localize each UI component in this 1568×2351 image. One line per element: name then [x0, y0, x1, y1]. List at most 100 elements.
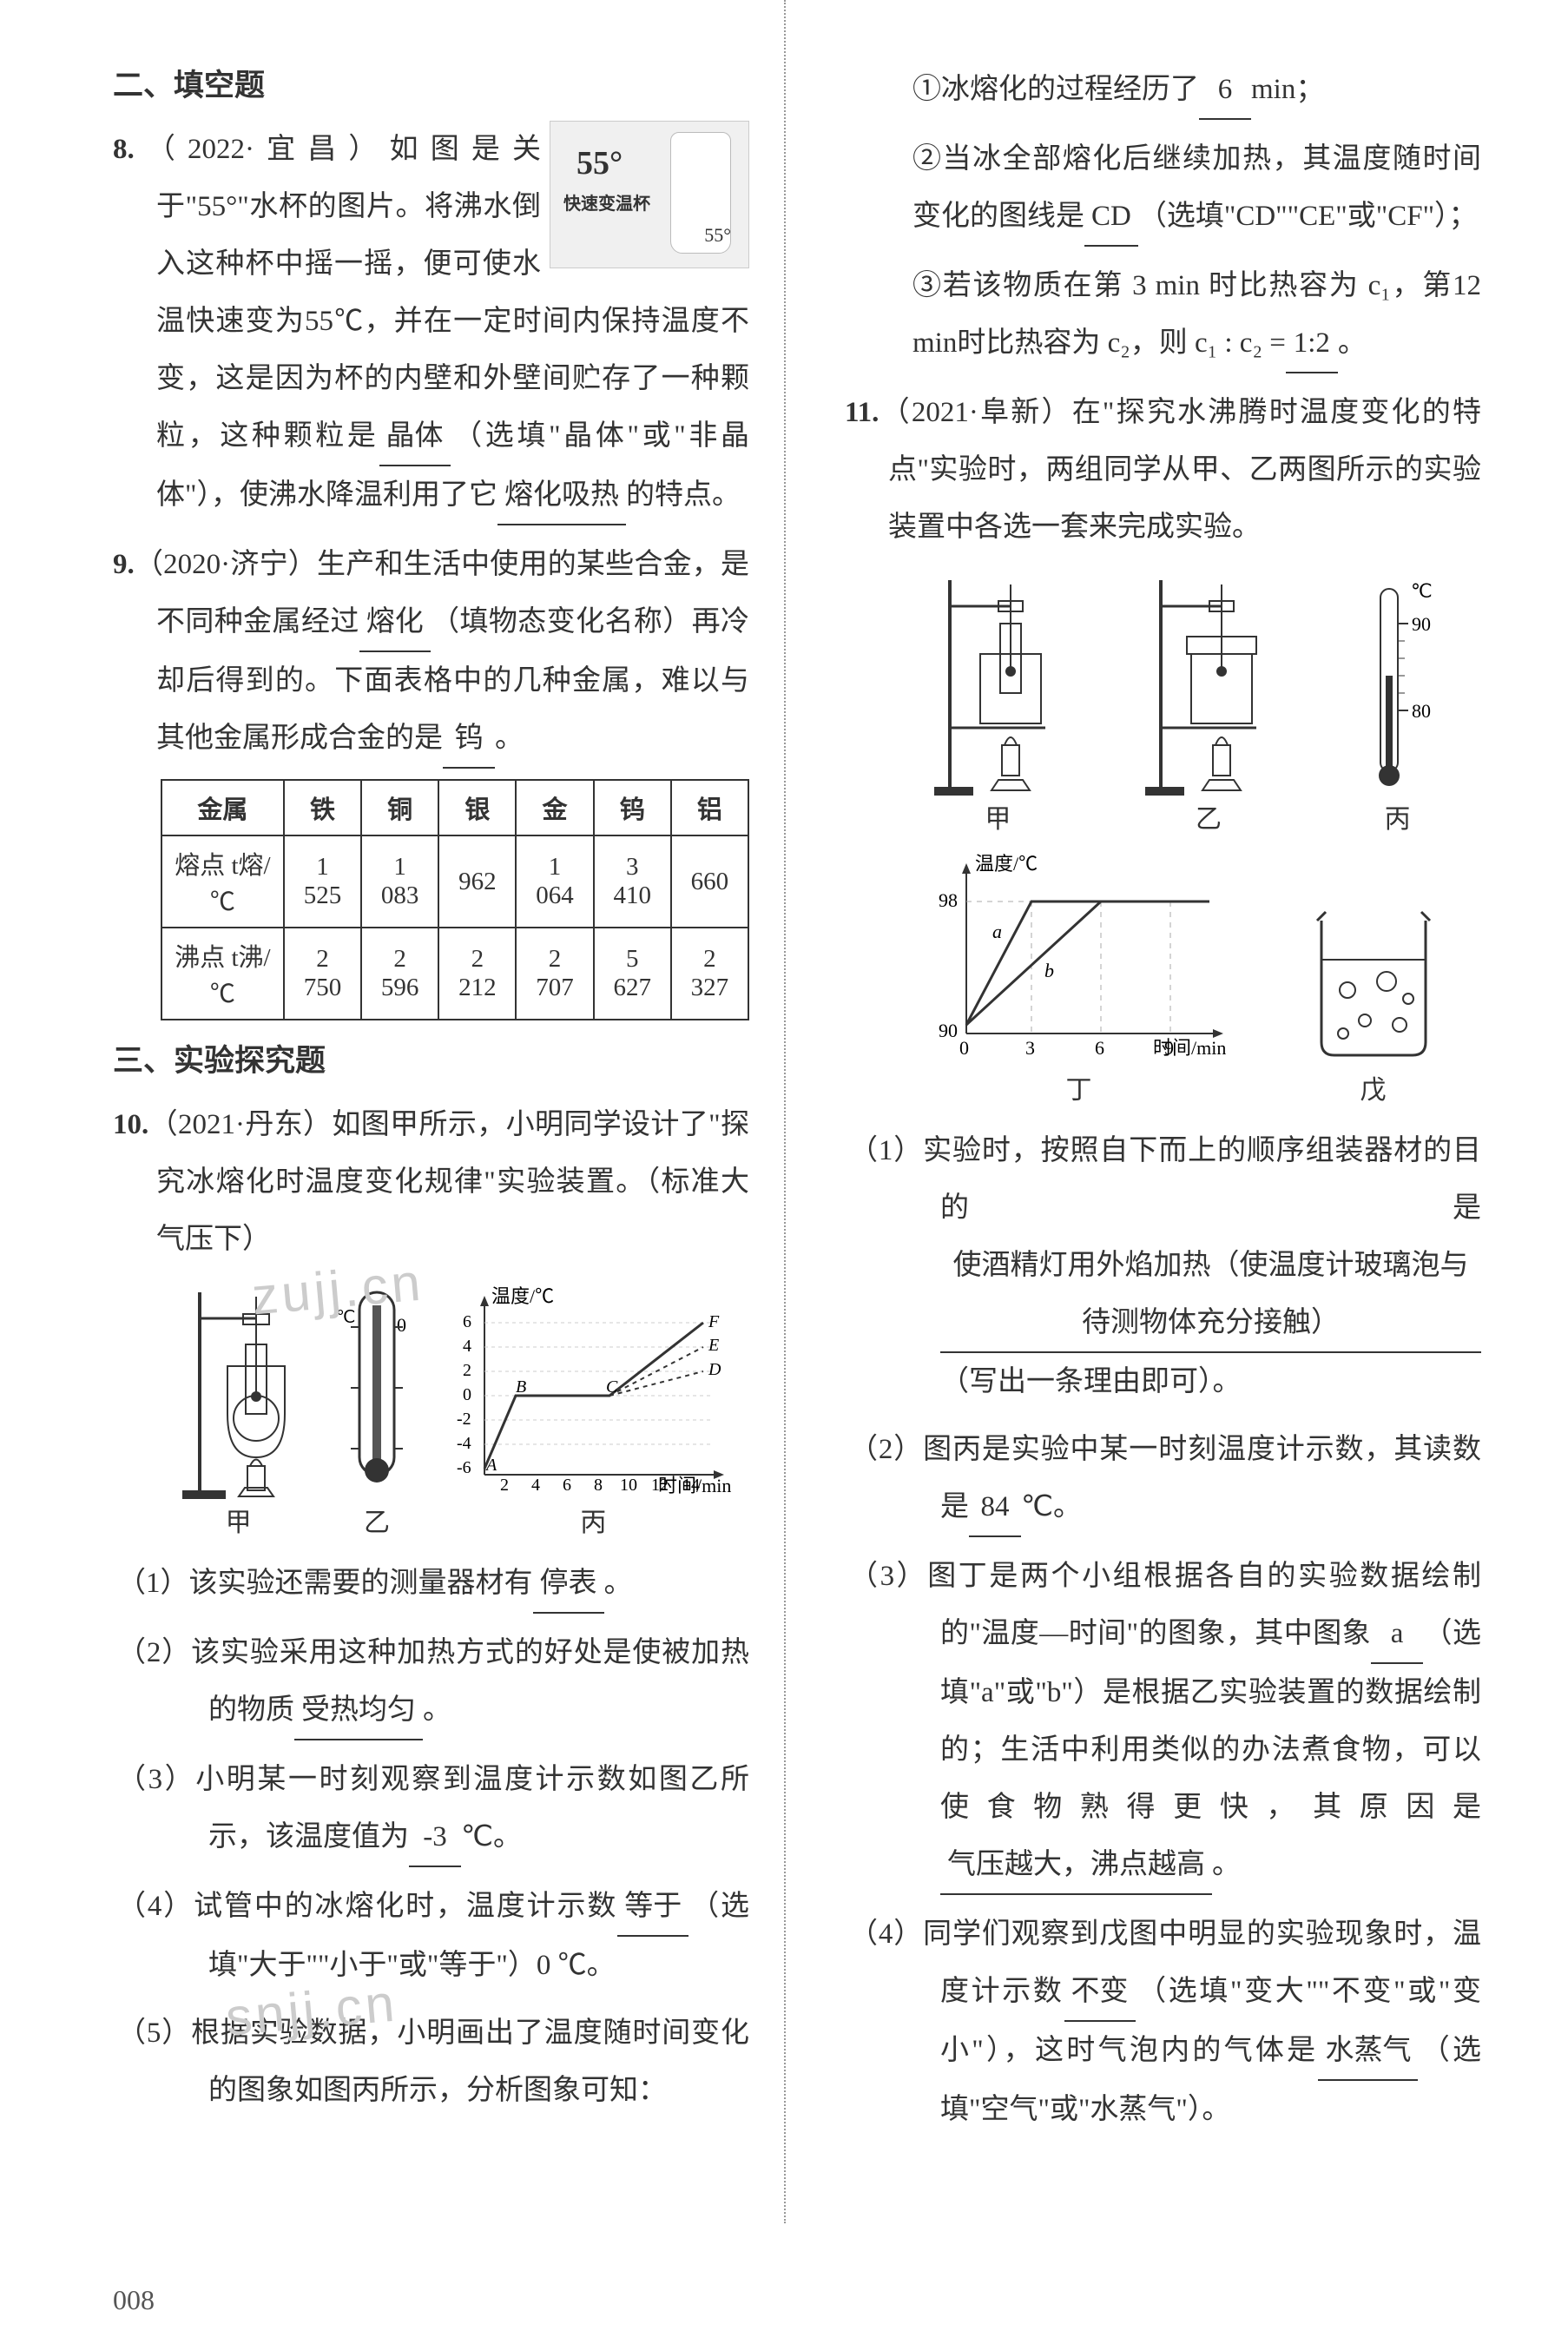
svg-text:98: 98	[939, 889, 958, 911]
q10-p2: （2）该实验采用这种加热方式的好处是使被加热的物质受热均匀。	[113, 1624, 749, 1740]
q10-p3: （3）小明某一时刻观察到温度计示数如图乙所示，该温度值为-3℃。	[113, 1751, 749, 1867]
q10-c3-a: ③若该物质在第 3 min 时比热容为 c₁，第12 min时比热容为 c₂，则…	[912, 270, 1481, 359]
q9-blank1: 熔化	[359, 593, 431, 652]
right-column: ①冰熔化的过程经历了6min； ②当冰全部熔化后继续加热，其温度随时间变化的图线…	[819, 61, 1481, 2284]
thermometer-yi-icon: ℃ 0	[329, 1284, 425, 1501]
question-11: 11.（2021·阜新）在"探究水沸腾时温度变化的特点"实验时，两组同学从甲、乙…	[845, 384, 1481, 556]
svg-text:8: 8	[594, 1476, 603, 1495]
q10-p4: （4）试管中的冰熔化时，温度计示数等于（选填"大于""小于"或"等于"）0 ℃。	[113, 1878, 749, 1994]
fig-wu: 戊	[1295, 895, 1452, 1106]
svg-text:-2: -2	[457, 1410, 471, 1429]
svg-text:9: 9	[1164, 1037, 1174, 1059]
q10-c3: ③若该物质在第 3 min 时比热容为 c₁，第12 min时比热容为 c₂，则…	[845, 257, 1481, 373]
q11-p4-blank: 不变	[1064, 1963, 1136, 2022]
fig-yi-label: 乙	[329, 1501, 425, 1539]
q10-c2: ②当冰全部熔化后继续加热，其温度随时间变化的图线是CD（选填"CD""CE"或"…	[845, 130, 1481, 247]
th-ag: 银	[438, 780, 516, 835]
fig-yi2-label: 乙	[1135, 797, 1282, 835]
svg-text:-4: -4	[457, 1434, 471, 1453]
svg-text:温度/℃: 温度/℃	[975, 853, 1038, 875]
q10-p1-q: （1）该实验还需要的测量器材有	[117, 1568, 533, 1599]
q10-c1-a: ①冰熔化的过程经历了	[912, 74, 1199, 105]
metal-table: 金属 铁 铜 银 金 钨 铝 熔点 t熔/℃ 1 525 1 083 962 1…	[161, 779, 749, 1020]
chart-bing-icon: 温度/℃ 时间/min 6 4 2 0 -2 -4 -6 2 4 6 8 10 …	[450, 1284, 736, 1501]
q10-p5-q: （5）根据实验数据，小明画出了温度随时间变化的图象如图丙所示，分析图象可知：	[117, 2018, 749, 2106]
q11-p3-blank2: 气压越大，沸点越高	[940, 1836, 1212, 1895]
q11-p2-end: ℃。	[1021, 1491, 1082, 1522]
cell: 2 707	[516, 928, 593, 1020]
q10-c1: ①冰熔化的过程经历了6min；	[845, 61, 1481, 120]
th-cu: 铜	[361, 780, 438, 835]
cell: 660	[671, 835, 748, 928]
fig-ding: 温度/℃ 时间/min 98 90 0 3 6 9 a b	[923, 851, 1235, 1106]
fig-yi: ℃ 0 乙	[329, 1284, 425, 1539]
beaker-wu-icon	[1295, 895, 1452, 1068]
table-row: 沸点 t沸/℃ 2 750 2 596 2 212 2 707 5 627 2 …	[161, 928, 748, 1020]
table-row: 金属 铁 铜 银 金 钨 铝	[161, 780, 748, 835]
svg-text:C: C	[606, 1377, 618, 1397]
svg-text:-6: -6	[457, 1458, 471, 1477]
q10-c3-blank: 1:2	[1286, 314, 1338, 373]
fig-bing-label: 丙	[450, 1501, 736, 1539]
q11-p3-blank: a	[1371, 1605, 1423, 1664]
q8-blank2: 熔化吸热	[497, 466, 626, 525]
q11-figures-top: 甲 乙	[893, 571, 1481, 835]
cell: 2 750	[284, 928, 361, 1020]
svg-text:12: 12	[651, 1476, 669, 1495]
q10-c3-b: 。	[1338, 327, 1367, 359]
cell: 2 596	[361, 928, 438, 1020]
cell: 2 212	[438, 928, 516, 1020]
fig-wu-label: 戊	[1295, 1068, 1452, 1106]
svg-text:90: 90	[939, 1020, 958, 1041]
q11-p4: （4）同学们观察到戊图中明显的实验现象时，温度计示数不变（选填"变大""不变"或…	[845, 1905, 1481, 2138]
svg-text:6: 6	[1095, 1037, 1104, 1059]
th-w: 钨	[594, 780, 671, 835]
thermometer-bing2-icon: ℃ 90 80	[1346, 571, 1450, 797]
svg-text:E: E	[708, 1336, 719, 1355]
svg-text:b: b	[1044, 960, 1054, 981]
q10-p4-q: （4）试管中的冰熔化时，温度计示数	[117, 1891, 617, 1922]
q11-figures-bottom: 温度/℃ 时间/min 98 90 0 3 6 9 a b	[893, 851, 1481, 1106]
q10-c1-b: min；	[1251, 74, 1324, 105]
chart-ding-icon: 温度/℃ 时间/min 98 90 0 3 6 9 a b	[923, 851, 1235, 1068]
fig-jia2-label: 甲	[924, 797, 1071, 835]
q9-num: 9.	[113, 549, 135, 580]
svg-text:D: D	[708, 1360, 721, 1379]
svg-text:4: 4	[531, 1476, 540, 1495]
apparatus-jia2-icon	[924, 571, 1071, 797]
q10-p1-end: 。	[604, 1568, 633, 1599]
q10-p2-end: 。	[423, 1694, 451, 1726]
left-column: 二、填空题 55° 快速变温杯 55° 8.（2022·宜昌）如图是关于"55°…	[113, 61, 775, 2284]
svg-text:2: 2	[463, 1361, 471, 1380]
svg-text:4: 4	[463, 1337, 471, 1356]
q11-p2-blank: 84	[969, 1478, 1021, 1537]
q11-p1-blank: 使酒精灯用外焰加热（使温度计玻璃泡与待测物体充分接触）	[940, 1237, 1481, 1353]
fig-jia: 甲	[174, 1284, 304, 1539]
q10-p2-blank: 受热均匀	[294, 1681, 423, 1740]
svg-text:14: 14	[682, 1476, 700, 1495]
svg-text:3: 3	[1025, 1037, 1035, 1059]
table-row: 熔点 t熔/℃ 1 525 1 083 962 1 064 3 410 660	[161, 835, 748, 928]
q11-p1-q: （1）实验时，按照自下而上的顺序组装器材的目的是	[849, 1135, 1481, 1224]
q11-p3-end: 。	[1212, 1849, 1241, 1880]
q11-num: 11.	[845, 397, 879, 428]
fig-jia-label: 甲	[174, 1501, 304, 1539]
svg-text:F: F	[708, 1312, 720, 1331]
cell: 1 525	[284, 835, 361, 928]
q8-blank1: 晶体	[379, 407, 451, 466]
q9-text-c: 。	[495, 723, 524, 754]
q10-p5: （5）根据实验数据，小明画出了温度随时间变化的图象如图丙所示，分析图象可知：	[113, 2004, 749, 2119]
row2-label: 沸点 t沸/℃	[161, 928, 284, 1020]
q9-blank2: 钨	[443, 710, 495, 769]
th-fe: 铁	[284, 780, 361, 835]
svg-text:90: 90	[1412, 613, 1431, 635]
q11-p2-q: （2）图丙是实验中某一时刻温度计示数，其读数是	[849, 1434, 1481, 1522]
q10-source: （2021·丹东）	[148, 1109, 332, 1140]
svg-text:10: 10	[620, 1476, 637, 1495]
fig-yi2: 乙	[1135, 571, 1282, 835]
q10-p4-blank: 等于	[617, 1878, 688, 1937]
th-au: 金	[516, 780, 593, 835]
fig-jia2: 甲	[924, 571, 1071, 835]
fig-bing2-label: 丙	[1346, 797, 1450, 835]
q10-p3-end: ℃。	[461, 1821, 522, 1852]
